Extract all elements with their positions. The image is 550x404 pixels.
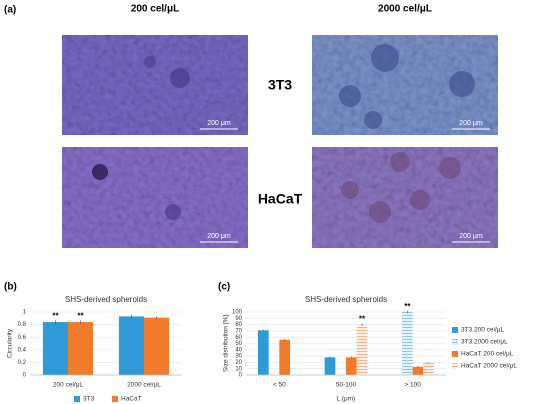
bar [68,322,94,375]
legend-label: 3T3 200 cel/μL [461,327,505,334]
scale-bar-label: 200 μm [459,120,483,127]
x-tick-label: < 50 [273,382,286,389]
chart-title: SHS-derived spheroids [65,295,147,304]
column-header: 200 cel/μL [131,4,179,15]
legend-swatch [452,327,458,333]
x-tick-label: 50-100 [336,382,357,389]
y-tick-label: 0.6 [18,335,27,341]
legend-label: HaCaT 200 cel/μL [461,351,514,358]
scale-bars [200,128,490,243]
bar [356,324,368,375]
legend-swatch [74,396,80,402]
y-tick-label: 0.2 [18,360,27,366]
y-tick-label: 0.8 [18,322,27,328]
bar [118,316,144,375]
y-tick-label: 80 [235,322,242,328]
panel-label: (c) [218,282,230,293]
bar [279,339,290,375]
legend-swatch [112,396,118,402]
y-tick-label: 20 [235,360,242,366]
panel-label: (b) [4,282,17,293]
x-axis-label: L (μm) [337,396,356,403]
y-tick-label: 70 [235,328,242,334]
legend-swatch [452,339,458,345]
micrograph [62,35,498,248]
column-header: 2000 cel/μL [378,4,432,15]
legend-swatch [452,363,458,369]
y-axis-label: Circularity [7,328,14,358]
y-tick-label: 100 [232,310,243,316]
panel-label: (a) [4,5,16,16]
scale-bar-label: 200 μm [207,233,231,240]
bar [324,357,336,375]
bar [258,330,269,375]
y-tick-label: 40 [235,347,242,353]
y-tick-label: 0 [23,373,27,379]
y-tick-label: 30 [235,354,242,360]
bar [412,366,424,375]
chart-title: SHS-derived spheroids [305,295,387,304]
bar [346,357,357,375]
bar [42,322,68,375]
row-label: 3T3 [268,77,292,93]
legend-label: 3T3 2000 cel/μL [461,339,508,346]
row-label: HaCaT [258,191,303,207]
y-tick-label: 90 [235,316,242,322]
bar [402,312,413,375]
y-tick-label: 0 [239,373,243,379]
y-tick-label: 60 [235,335,242,341]
bar [423,363,434,375]
y-axis-label: Size distribution [%] [223,315,230,372]
scale-bar-label: 200 μm [459,233,483,240]
significance-mark: ** [77,311,84,320]
y-tick-label: 10 [235,366,242,372]
x-tick-label: 200 cel/μL [53,382,84,389]
significance-mark: ** [52,311,59,320]
bar [144,317,170,375]
legend-label: HaCaT 2000 cel/μL [461,363,517,370]
x-tick-label: > 100 [404,382,421,389]
significance-mark: ** [404,302,411,311]
legend-label: HaCaT [121,396,142,403]
y-tick-label: 0.4 [18,347,27,353]
y-tick-label: 1 [23,310,27,316]
y-tick-label: 50 [235,341,242,347]
legend-label: 3T3 [83,396,95,403]
scale-bar-label: 200 μm [207,120,231,127]
significance-mark: ** [359,314,366,323]
x-tick-label: 2000 cel/μL [127,382,161,389]
legend-swatch [452,351,458,357]
